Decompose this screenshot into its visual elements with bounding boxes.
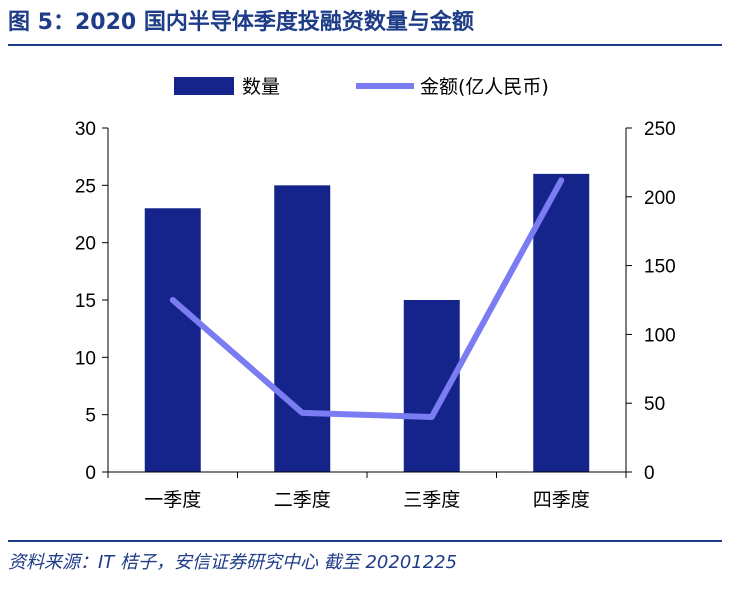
- legend: 数量 金额(亿人民币): [174, 76, 549, 98]
- axis-labels: 0 5 10 15 20 25 30 0 50 100 150 200 250 一季度 二季度 三季度 四季度: [75, 119, 676, 511]
- bar-4: [533, 173, 590, 472]
- right-tick-label: 200: [644, 188, 676, 209]
- axes: [102, 127, 632, 478]
- line-series: [169, 177, 565, 420]
- right-tick-label: 0: [644, 463, 655, 484]
- bar-2: [274, 185, 331, 473]
- bar-1: [144, 208, 201, 472]
- legend-label-count: 数量: [242, 76, 280, 98]
- category-label: 三季度: [403, 489, 460, 511]
- left-tick-label: 30: [75, 119, 96, 140]
- amount-line: [169, 177, 565, 420]
- footer-divider: [8, 540, 722, 542]
- category-label: 四季度: [533, 489, 590, 511]
- chart-title: 图 5：2020 国内半导体季度投融资数量与金额: [8, 10, 474, 35]
- category-label: 二季度: [274, 489, 331, 511]
- left-tick-label: 20: [75, 234, 96, 255]
- left-tick-label: 10: [75, 348, 96, 369]
- left-tick-label: 5: [85, 406, 96, 427]
- category-label: 一季度: [144, 489, 201, 511]
- right-tick-label: 50: [644, 394, 665, 415]
- left-tick-label: 25: [75, 176, 96, 197]
- title-divider: [8, 44, 722, 46]
- legend-swatch-count: [174, 77, 234, 95]
- right-tick-label: 150: [644, 257, 676, 278]
- source-note: 资料来源：IT 桔子，安信证券研究中心 截至 20201225: [8, 552, 458, 573]
- left-tick-label: 0: [85, 463, 96, 484]
- right-tick-label: 250: [644, 119, 676, 140]
- legend-label-amount: 金额(亿人民币): [420, 76, 549, 98]
- left-tick-label: 15: [75, 291, 96, 312]
- right-tick-label: 100: [644, 325, 676, 346]
- bar-series: [144, 173, 590, 473]
